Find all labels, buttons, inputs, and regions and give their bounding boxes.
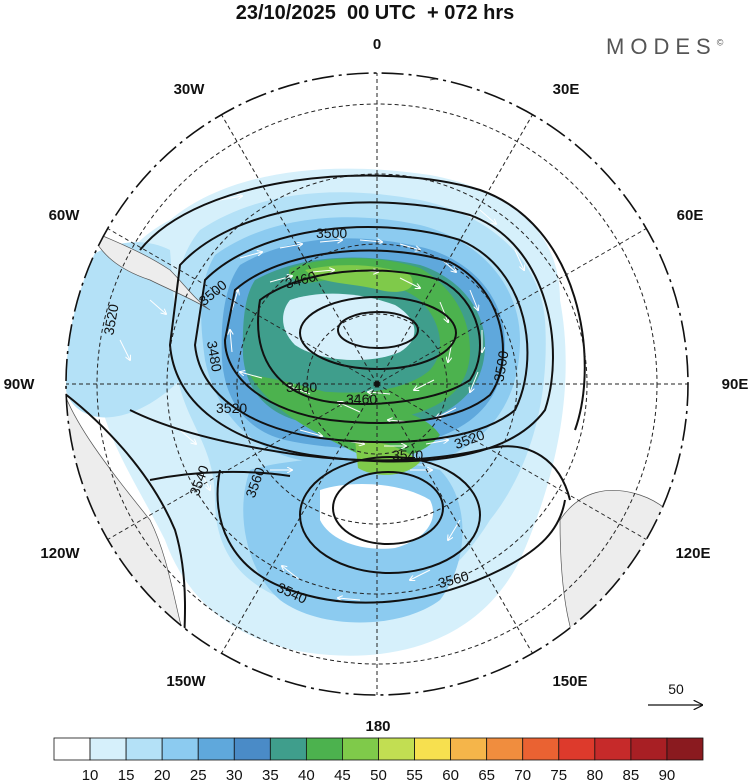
colorbar-swatch	[594, 737, 632, 761]
lon-label-120e: 120E	[675, 545, 710, 562]
map-field: 3500 3520 3460 3500 3480 3480 3460 3500 …	[66, 73, 688, 695]
contour-label: 3520	[216, 400, 247, 416]
brand-logo: MODES©	[606, 34, 723, 60]
contour-label: 3500	[316, 225, 347, 241]
longitude-labels: 0 30E 60E 90E 120E 150E 180 150W 120W 90…	[4, 36, 749, 735]
meridian-line	[376, 383, 647, 540]
colorbar-tick-label: 20	[154, 767, 171, 782]
colorbar-swatch	[89, 737, 127, 761]
colorbar-swatch	[450, 737, 488, 761]
meridian-line	[376, 228, 647, 385]
contour-label: 3520	[100, 303, 121, 337]
colorbar-tick-label: 90	[659, 767, 676, 782]
contour-label: 3560	[436, 568, 470, 592]
map-boundary	[65, 72, 689, 696]
colorbar-tick-label: 70	[514, 767, 531, 782]
contour-label: 3460	[346, 391, 377, 407]
colorbar-swatch	[558, 737, 596, 761]
colorbar-swatch	[414, 737, 452, 761]
colorbar-tick-label: 75	[550, 767, 567, 782]
colorbar-swatch	[522, 737, 560, 761]
colorbar-swatch	[486, 737, 524, 761]
meridian-line	[107, 228, 378, 385]
colorbar-swatch	[161, 737, 199, 761]
colorbar-tick-label: 10	[82, 767, 99, 782]
colorbar-tick-label: 60	[442, 767, 459, 782]
wind-reference-key: 50	[648, 681, 702, 705]
colorbar-swatch	[233, 737, 271, 761]
colorbar-swatch	[378, 737, 415, 761]
lon-label-0: 0	[373, 36, 381, 53]
contour-label: 3480	[204, 340, 225, 374]
colorbar-tick-label: 25	[190, 767, 207, 782]
lon-label-150w: 150W	[166, 673, 206, 690]
lon-label-60e: 60E	[677, 207, 704, 224]
lon-label-120w: 120W	[40, 545, 80, 562]
lon-label-150e: 150E	[552, 673, 587, 690]
colorbar-swatch	[269, 737, 307, 761]
lon-label-180: 180	[365, 718, 390, 735]
colorbar-tick-label: 15	[118, 767, 135, 782]
colorbar-swatch	[125, 737, 163, 761]
colorbar-tick-label: 65	[478, 767, 495, 782]
colorbar-tick-label: 80	[586, 767, 603, 782]
meridian-line	[221, 114, 378, 385]
page-title: 23/10/2025 00 UTC + 072 hrs	[235, 2, 515, 24]
colorbar-swatch	[197, 737, 235, 761]
colorbar-swatch	[666, 737, 704, 761]
wind-vectors	[119, 192, 524, 600]
contour-label: 3500	[490, 349, 511, 383]
meridian-line	[107, 383, 378, 540]
colorbar-tick-label: 85	[623, 767, 640, 782]
colorbar-swatch	[53, 737, 91, 761]
meridian-line	[221, 383, 378, 654]
colorbar-swatch	[342, 737, 379, 761]
meridian-line	[376, 383, 533, 654]
lon-label-90e: 90E	[722, 376, 749, 393]
meridian-line	[376, 114, 533, 385]
contour-label: 3480	[286, 379, 317, 395]
brand-name: MODES	[606, 34, 717, 59]
colorbar: 10 15 20 25 30 35 40 45 50 55 60 65 70 75 80 85 90	[53, 737, 704, 782]
south-pole-marker	[374, 381, 380, 387]
colorbar-tick-label: 45	[334, 767, 351, 782]
colorbar-swatch	[305, 737, 343, 761]
colorbar-tick-label: 35	[262, 767, 279, 782]
colorbar-tick-label: 40	[298, 767, 315, 782]
lon-label-30e: 30E	[553, 81, 580, 98]
colorbar-tick-label: 50	[370, 767, 387, 782]
contour-label: 3460	[283, 268, 317, 292]
wind-reference-label: 50	[668, 681, 684, 697]
contour-label: 3540	[392, 447, 423, 463]
lon-label-90w: 90W	[4, 376, 36, 393]
colorbar-tick-label: 55	[406, 767, 423, 782]
brand-mark: ©	[716, 37, 724, 48]
colorbar-tick-label: 30	[226, 767, 243, 782]
colorbar-swatch	[630, 737, 668, 761]
lon-label-60w: 60W	[49, 207, 81, 224]
graticule	[66, 73, 688, 695]
lon-label-30w: 30W	[174, 81, 206, 98]
